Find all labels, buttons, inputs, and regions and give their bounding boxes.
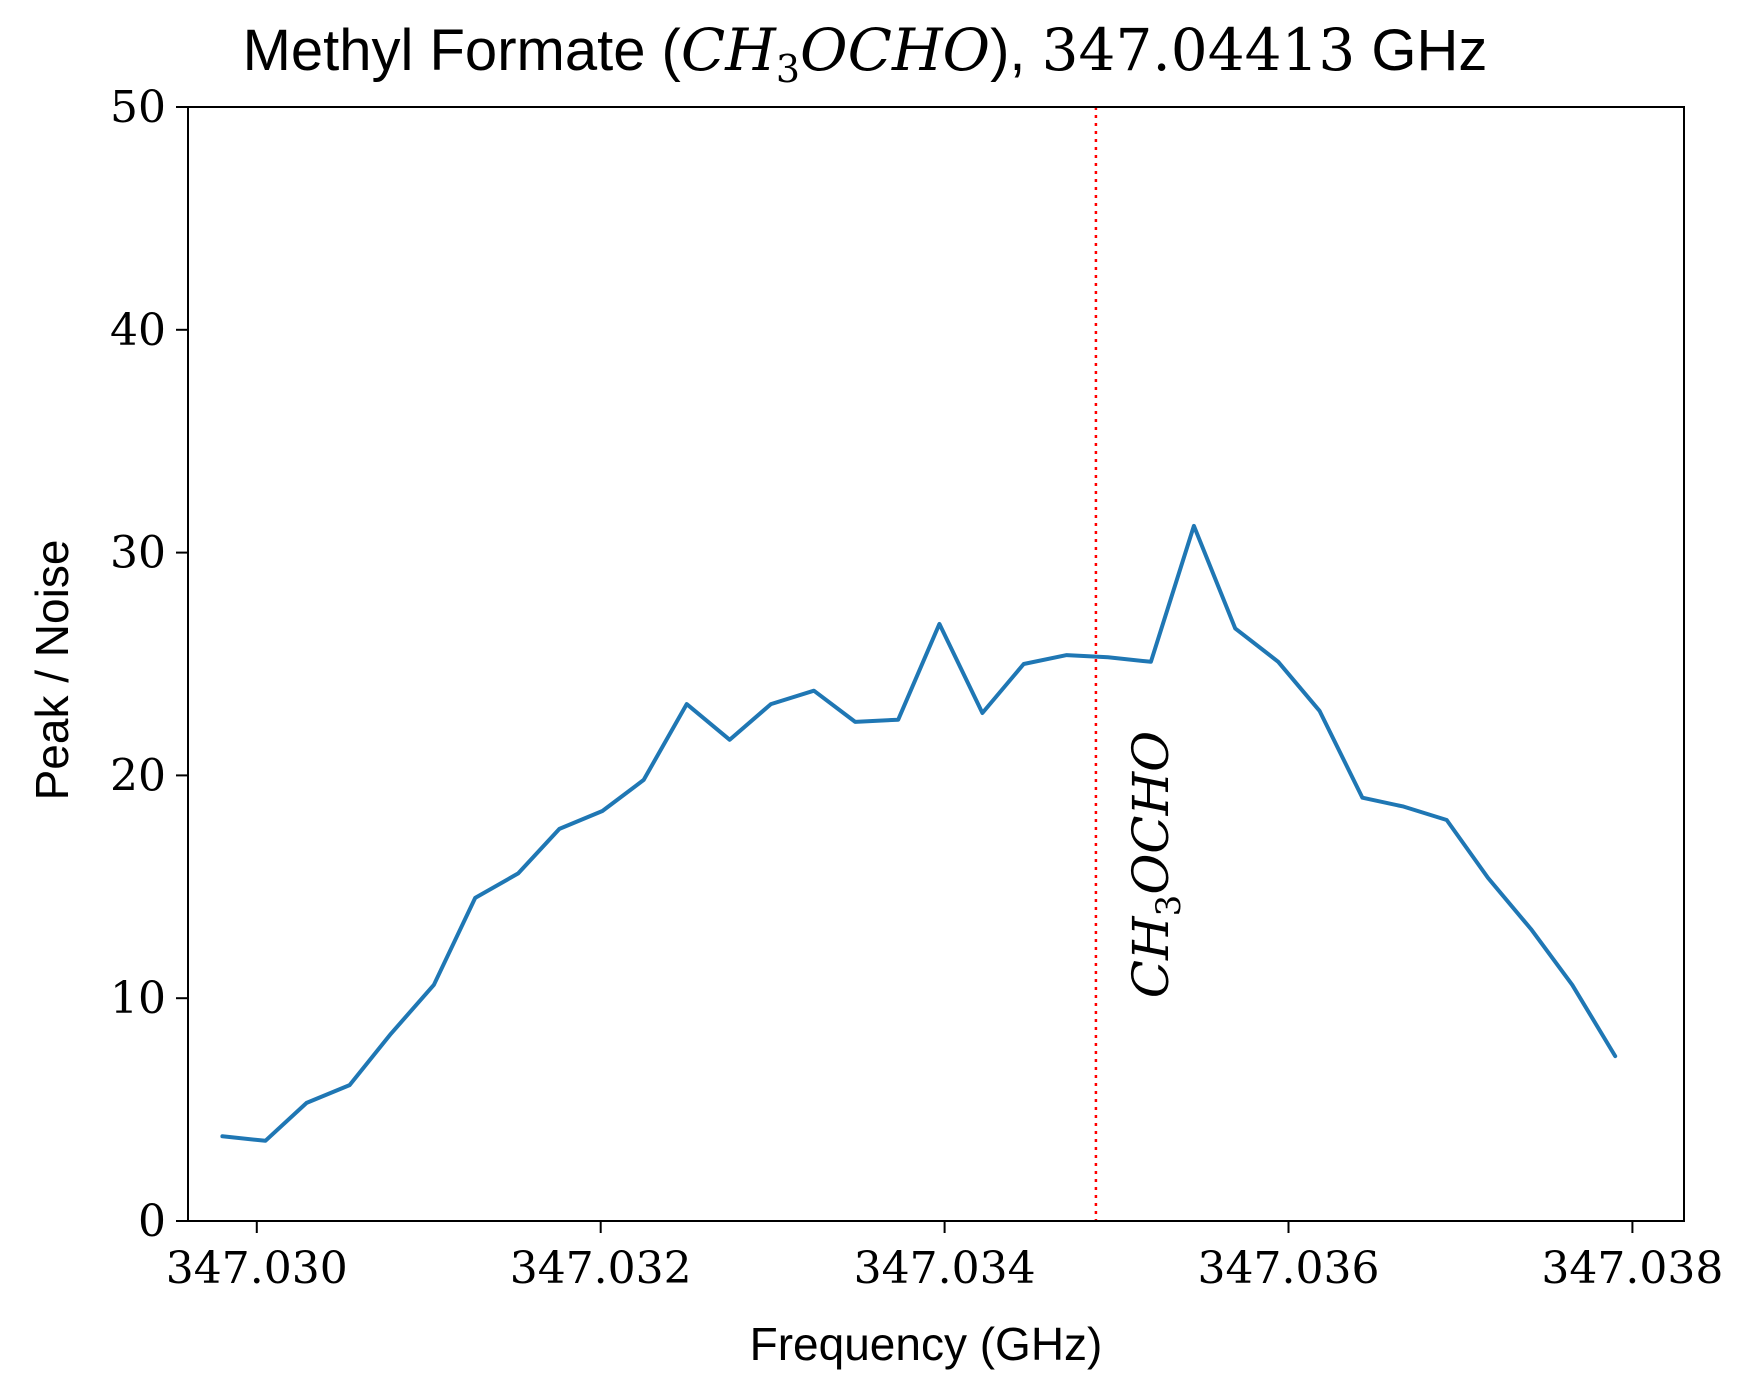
- reference-marker: CH3OCHO: [1094, 107, 1189, 1221]
- series-group: [220, 523, 1618, 1143]
- y-tick-label: 40: [110, 305, 166, 356]
- chart-title: Methyl Formate (CH3OCHO), 347.04413 GHz: [243, 16, 1488, 91]
- x-tick-label: 347.032: [510, 1243, 692, 1294]
- y-tick-label: 20: [110, 750, 166, 801]
- axis-ticks: 347.030 347.032 347.034 347.036 347.038 0 10 20…: [110, 82, 1723, 1294]
- marker-label: CH3OCHO: [1122, 731, 1189, 998]
- y-axis-label: Peak / Noise: [26, 540, 78, 801]
- y-tick-label: 50: [110, 82, 166, 133]
- x-tick-label: 347.038: [1541, 1243, 1723, 1294]
- y-tick-label: 30: [110, 528, 166, 579]
- x-axis-label: Frequency (GHz): [750, 1318, 1103, 1370]
- y-tick-label: 10: [110, 973, 166, 1024]
- series-line-0: [220, 523, 1618, 1143]
- x-tick-label: 347.034: [854, 1243, 1036, 1294]
- x-tick-label: 347.030: [166, 1243, 348, 1294]
- plot-frame: [187, 106, 1685, 1222]
- y-tick-label: 0: [138, 1196, 166, 1247]
- x-tick-label: 347.036: [1198, 1243, 1380, 1294]
